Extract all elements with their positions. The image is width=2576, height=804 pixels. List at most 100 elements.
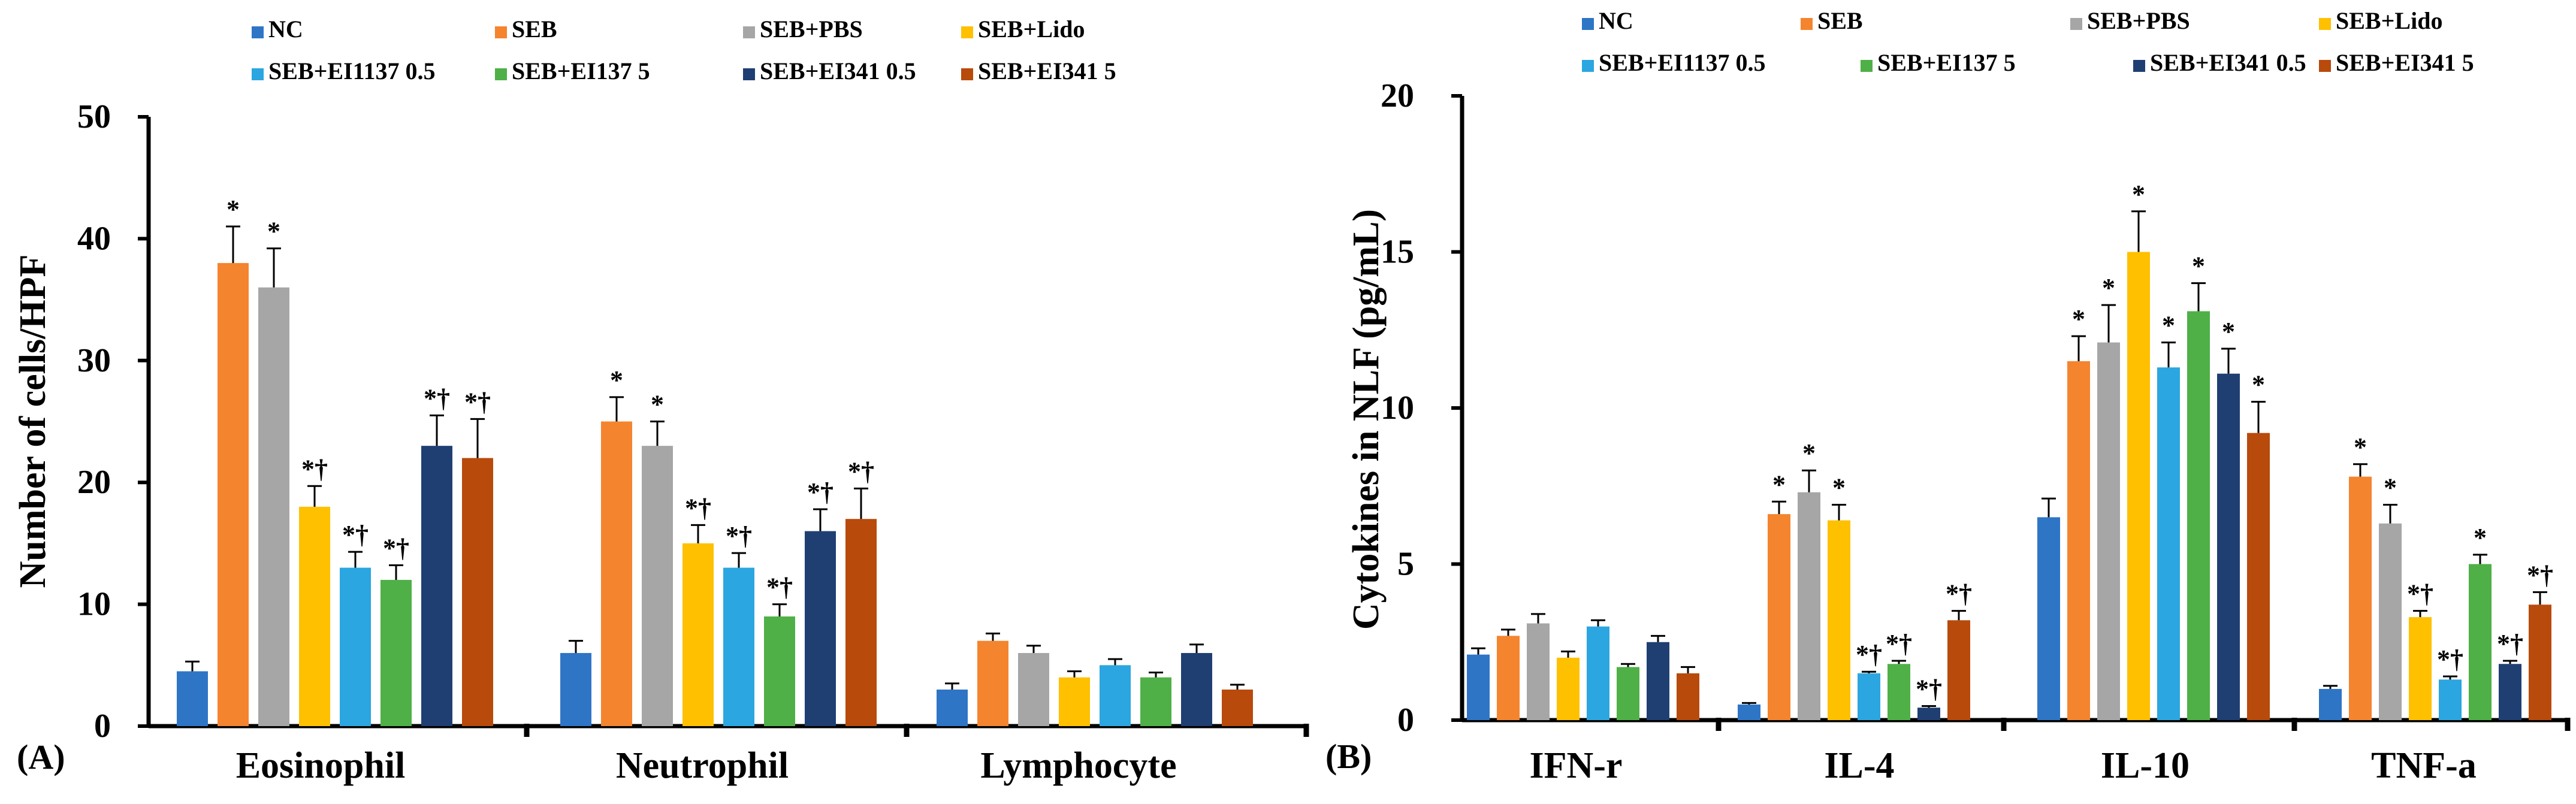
significance-mark: * (2072, 304, 2085, 334)
bar-lymphocyte-nc (937, 689, 968, 726)
y-tick-label: 15 (1381, 234, 1414, 271)
significance-mark: * (2162, 311, 2175, 340)
significance-mark: *† (1856, 640, 1882, 669)
significance-mark: * (651, 390, 664, 419)
bar-neutrophil-seb-ei341-0-5 (805, 531, 836, 726)
significance-mark: *† (2527, 560, 2553, 590)
bar-tnf-a-nc (2319, 688, 2342, 720)
bar-neutrophil-nc (560, 652, 591, 726)
legend-label-seb: SEB (1817, 7, 1863, 34)
legend-swatch-seb-ei341-5 (961, 68, 973, 80)
legend-item-seb-ei1137-0-5: SEB+EI1137 0.5 (252, 58, 435, 84)
legend-item-seb-pbs: SEB+PBS (743, 16, 863, 43)
legend-label-seb-pbs: SEB+PBS (760, 16, 863, 43)
legend-label-seb-ei1137-0-5: SEB+EI1137 0.5 (1599, 49, 1765, 76)
significance-mark: * (227, 195, 240, 224)
legend-label-nc: NC (1599, 7, 1633, 34)
bar-il-4-nc (1738, 704, 1760, 720)
category-label-il-10: IL-10 (2101, 745, 2190, 786)
significance-mark: *† (807, 477, 833, 507)
panel-a-eosinophil-neutrophil-lymphocyte-chart: NC SEB SEB+PBS SEB+Lido SEB+EI1137 0.5 SEB+EI… (13, 16, 1309, 786)
bar-lymphocyte-seb-pbs (1018, 652, 1049, 726)
significance-mark: *† (464, 387, 491, 416)
bar-tnf-a-seb-ei137-5 (2469, 564, 2492, 720)
legend-label-seb-ei341-5: SEB+EI341 5 (978, 58, 1116, 84)
legend-item-seb-ei341-5: SEB+EI341 5 (2319, 49, 2474, 76)
bar-lymphocyte-seb-lido (1059, 677, 1090, 726)
bar-il-4-seb-ei341-0-5 (1917, 708, 1940, 720)
bar-il-10-seb-ei1137-0-5 (2157, 367, 2180, 720)
significance-mark: *† (1886, 629, 1912, 658)
panel-b-cytokine-chart: NC SEB SEB+PBS SEB+Lido SEB+EI1137 0.5 SEB+EI… (1325, 7, 2571, 786)
legend-swatch-seb-pbs (743, 26, 755, 38)
bar-ifn-r-seb-ei1137-0-5 (1587, 626, 1609, 720)
legend-swatch-seb-ei341-0-5 (743, 68, 755, 80)
bar-neutrophil-seb-ei1137-0-5 (723, 567, 754, 726)
legend-item-seb: SEB (495, 16, 557, 43)
bar-ifn-r-seb-ei137-5 (1617, 667, 1639, 720)
significance-mark: *† (726, 521, 752, 551)
bar-lymphocyte-seb-ei341-0-5 (1181, 652, 1212, 726)
legend-label-nc: NC (268, 16, 303, 43)
bar-ifn-r-seb-ei341-5 (1677, 673, 1699, 720)
bar-tnf-a-seb (2349, 476, 2372, 720)
bar-eosinophil-seb-ei1137-0-5 (340, 567, 371, 726)
bar-lymphocyte-seb-ei341-5 (1222, 689, 1253, 726)
significance-mark: * (610, 365, 623, 395)
legend-swatch-nc (1582, 18, 1594, 30)
significance-mark: * (2222, 317, 2235, 346)
category-label-eosinophil: Eosinophil (236, 745, 406, 786)
bar-eosinophil-seb-lido (299, 506, 330, 726)
legend-label-seb: SEB (512, 16, 557, 43)
bar-eosinophil-nc (177, 671, 208, 726)
bar-il-4-seb (1768, 514, 1790, 720)
legend-label-seb-ei137-5: SEB+EI137 5 (1877, 49, 2016, 76)
bar-eosinophil-seb (218, 263, 249, 727)
y-tick-label: 0 (94, 708, 111, 745)
legend-item-seb-ei341-0-5: SEB+EI341 0.5 (743, 58, 916, 84)
bar-il-4-seb-ei1137-0-5 (1858, 673, 1880, 720)
legend-item-seb: SEB (1801, 7, 1863, 34)
significance-mark: *† (424, 383, 450, 413)
bar-tnf-a-seb-pbs (2379, 523, 2402, 720)
significance-mark: *† (2407, 579, 2433, 609)
bar-il-10-seb-lido (2127, 252, 2150, 720)
legend-swatch-seb (1801, 18, 1813, 30)
bar-il-10-seb (2067, 361, 2090, 720)
significance-mark: * (2474, 523, 2487, 552)
bar-tnf-a-seb-lido (2409, 617, 2432, 720)
significance-mark: * (2192, 252, 2205, 281)
y-tick-label: 20 (1381, 77, 1414, 114)
y-tick-label: 10 (1381, 389, 1414, 427)
legend-swatch-seb-lido (961, 26, 973, 38)
legend-item-seb-ei1137-0-5: SEB+EI1137 0.5 (1582, 49, 1765, 76)
legend-swatch-seb (495, 26, 507, 38)
bar-il-4-seb-lido (1828, 520, 1850, 720)
legend-swatch-seb-ei137-5 (495, 68, 507, 80)
significance-mark: *† (2497, 629, 2523, 658)
significance-mark: * (2384, 473, 2397, 503)
legend-swatch-seb-ei341-0-5 (2133, 60, 2145, 72)
significance-mark: *† (1946, 579, 1972, 609)
bar-eosinophil-seb-ei341-0-5 (421, 446, 452, 726)
legend-label-seb-ei137-5: SEB+EI137 5 (512, 58, 650, 84)
bar-il-10-seb-ei341-0-5 (2217, 373, 2240, 720)
legend-label-seb-ei341-5: SEB+EI341 5 (2336, 49, 2474, 76)
legend-label-seb-ei341-0-5: SEB+EI341 0.5 (760, 58, 916, 84)
panel-label-b: (B) (1325, 737, 1372, 776)
y-tick-label: 5 (1397, 546, 1414, 583)
significance-mark: * (2102, 273, 2115, 303)
bar-eosinophil-seb-ei341-5 (462, 458, 493, 726)
legend-swatch-seb-ei137-5 (1861, 60, 1873, 72)
significance-mark: *† (2437, 645, 2463, 674)
category-label-il-4: IL-4 (1824, 745, 1894, 786)
panel-label-a: (A) (17, 737, 65, 776)
legend-item-seb-ei137-5: SEB+EI137 5 (1861, 49, 2016, 76)
y-tick-label: 30 (77, 342, 111, 379)
significance-mark: * (1772, 470, 1786, 499)
legend-item-seb-lido: SEB+Lido (961, 16, 1085, 43)
legend-label-seb-lido: SEB+Lido (978, 16, 1085, 43)
significance-mark: * (2132, 180, 2145, 209)
legend-item-seb-ei341-0-5: SEB+EI341 0.5 (2133, 49, 2306, 76)
